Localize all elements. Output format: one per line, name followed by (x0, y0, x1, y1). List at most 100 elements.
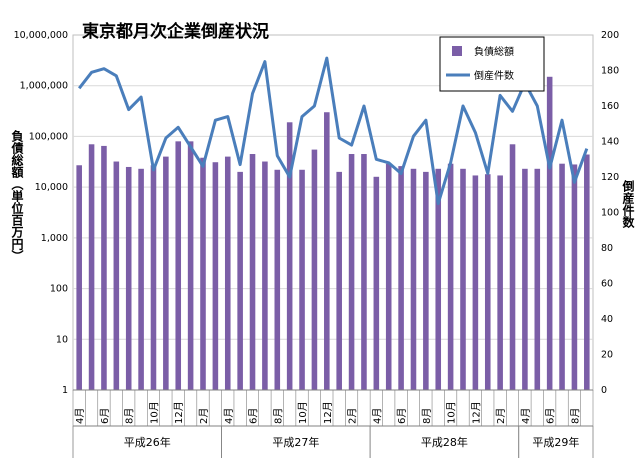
right-tick-label: 0 (601, 385, 607, 396)
bar (361, 154, 367, 390)
bar (299, 169, 305, 390)
x-tick-label: 10月 (297, 401, 309, 424)
bar (509, 144, 516, 390)
x-tick-label: 8月 (124, 408, 136, 424)
right-tick-label: 80 (601, 243, 613, 254)
x-tick-label: 2月 (347, 408, 359, 424)
x-axis: 4月 6月 8月 10月 12月 2月 4月 6月 8月 10月 12月 2月 4月 6月 8月 10月 12月… (72, 389, 594, 458)
x-tick-label: 4月 (74, 408, 86, 424)
bar (138, 168, 144, 390)
right-tick-label: 140 (601, 137, 619, 148)
bar (584, 154, 590, 390)
bar (88, 144, 95, 390)
x-tick-label: 12月 (470, 401, 482, 424)
x-tick-label: 4月 (520, 408, 532, 424)
bar (101, 145, 107, 390)
right-tick-label: 20 (601, 350, 613, 361)
legend-box (439, 36, 545, 92)
bar (286, 122, 293, 390)
bar (237, 171, 243, 390)
x-tick-label: 4月 (371, 408, 383, 424)
x-tick-label: 2月 (198, 408, 210, 424)
line-series (78, 56, 589, 206)
x-tick-label: 8月 (569, 408, 581, 424)
right-axis-title: 倒産件数 (621, 179, 635, 229)
bar (460, 168, 466, 390)
bar (348, 154, 355, 390)
bar (262, 161, 268, 390)
bar (336, 171, 342, 390)
bar (224, 156, 231, 390)
bar (200, 157, 206, 390)
left-tick-label: 100,000 (29, 131, 68, 142)
line-path (78, 56, 589, 206)
left-tick-label: 1,000,000 (20, 81, 68, 92)
group-label: 平成29年 (532, 435, 579, 449)
x-tick-label: 8月 (421, 408, 433, 424)
bar (163, 156, 169, 390)
x-tick-label: 6月 (99, 408, 111, 424)
left-tick-label: 1,000 (41, 233, 68, 244)
bar (410, 168, 417, 390)
bar (534, 168, 541, 390)
bar (187, 141, 194, 390)
bar (324, 112, 330, 391)
bar (113, 161, 120, 390)
bar (472, 175, 479, 390)
bar (373, 176, 380, 390)
bar (546, 76, 553, 391)
group-label: 平成26年 (124, 435, 171, 449)
bar (398, 166, 404, 390)
bar (497, 175, 503, 390)
bar (274, 169, 281, 390)
bar (423, 171, 429, 390)
group-label: 平成28年 (421, 435, 468, 449)
right-tick-label: 160 (601, 101, 619, 112)
bar (559, 163, 565, 390)
x-tick-label: 6月 (545, 408, 557, 424)
bar (76, 165, 82, 390)
bar (212, 162, 219, 390)
bar (447, 163, 454, 390)
left-tick-label: 10,000,000 (14, 30, 68, 41)
left-tick-label: 10 (56, 334, 68, 345)
left-tick-label: 10,000 (35, 182, 68, 193)
legend-swatch-bar (452, 46, 462, 56)
bar (175, 141, 182, 390)
bar (522, 168, 528, 390)
bar (150, 165, 157, 390)
bar-series (76, 76, 590, 391)
bar (435, 168, 442, 390)
x-tick-label: 2月 (495, 408, 507, 424)
x-tick-label: 10月 (148, 401, 160, 424)
x-tick-label: 4月 (223, 408, 235, 424)
right-tick-label: 40 (601, 314, 613, 325)
bar (249, 154, 256, 390)
x-tick-label: 6月 (248, 408, 260, 424)
legend-label-line: 倒産件数 (474, 69, 514, 82)
right-tick-label: 180 (601, 66, 619, 77)
left-axis-ticks: 10,000,000 1,000,000 100,000 10,000 1,000 100… (14, 30, 68, 396)
x-tick-label: 10月 (446, 401, 458, 424)
right-tick-label: 200 (601, 30, 619, 41)
left-axis-title: 負債総額（単位百万円） (10, 129, 24, 262)
x-tick-label: 6月 (396, 408, 408, 424)
group-label: 平成27年 (272, 435, 319, 449)
chart-title: 東京都月次企業倒産状況 (82, 21, 269, 42)
right-tick-label: 60 (601, 279, 613, 290)
bar (571, 164, 578, 390)
x-tick-label: 12月 (173, 401, 185, 424)
bar (385, 163, 392, 390)
bar (484, 174, 491, 390)
right-tick-label: 120 (601, 172, 619, 183)
left-tick-label: 1 (62, 385, 68, 396)
bar (311, 149, 318, 390)
right-tick-label: 100 (601, 208, 619, 219)
bar (125, 166, 132, 390)
x-tick-label: 12月 (322, 401, 334, 424)
legend-label-bar: 負債総額 (474, 45, 514, 58)
left-tick-label: 100 (50, 284, 68, 295)
legend: 負債総額 倒産件数 (439, 36, 545, 92)
